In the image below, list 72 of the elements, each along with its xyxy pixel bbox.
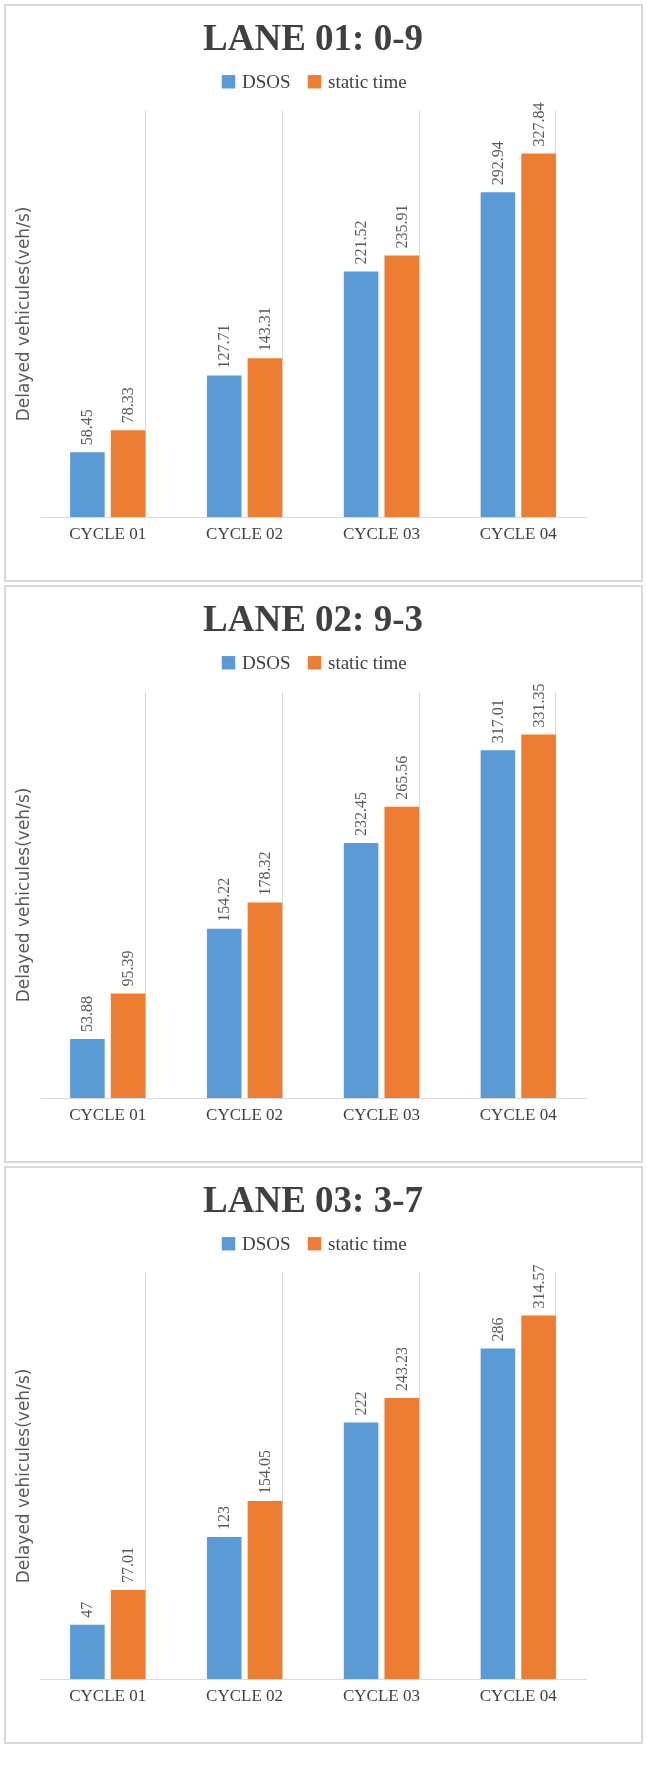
x-tick-label: CYCLE 02 [206, 1685, 284, 1705]
data-label: 265.56 [392, 755, 410, 800]
data-label: 127.71 [215, 324, 233, 369]
chart-title: LANE 03: 3-7 [203, 1179, 423, 1220]
bar [480, 192, 516, 517]
bar [343, 1422, 379, 1679]
bar [247, 1501, 283, 1679]
bar [343, 271, 379, 517]
y-axis-title: Delayed vehicules(veh/s) [12, 1368, 33, 1584]
x-tick-label: CYCLE 01 [69, 523, 147, 543]
bar [521, 1315, 556, 1679]
x-tick-label: CYCLE 04 [479, 1685, 558, 1705]
bar [384, 806, 420, 1098]
data-label: 143.31 [255, 307, 273, 352]
bar [343, 843, 379, 1098]
bar [247, 902, 283, 1098]
bar [384, 1398, 420, 1679]
bar [206, 928, 242, 1098]
legend-label: static time [328, 1232, 407, 1254]
x-tick-label: CYCLE 04 [479, 523, 558, 543]
bar [70, 1038, 105, 1098]
chart-title: LANE 02: 9-3 [203, 598, 423, 639]
bar [206, 1536, 242, 1679]
y-axis-title: Delayed vehicules(veh/s) [12, 206, 33, 422]
bar [206, 375, 242, 517]
x-tick-label: CYCLE 03 [342, 1685, 420, 1705]
data-label: 123 [215, 1505, 233, 1530]
data-label: 243.23 [392, 1347, 410, 1392]
data-label: 154.05 [255, 1450, 273, 1495]
bar [480, 1348, 516, 1679]
x-tick-label: CYCLE 02 [206, 523, 284, 543]
data-label: 314.57 [529, 1264, 547, 1309]
data-label: 47 [78, 1601, 96, 1618]
chart-title: LANE 01: 0-9 [203, 17, 423, 58]
legend-label: static time [328, 70, 407, 92]
bar [384, 255, 420, 517]
bar [521, 153, 556, 517]
x-tick-label: CYCLE 04 [479, 1104, 558, 1124]
bar [70, 452, 105, 517]
data-label: 154.22 [215, 877, 233, 922]
data-label: 53.88 [78, 995, 96, 1032]
x-tick-label: CYCLE 01 [69, 1104, 147, 1124]
data-label: 331.35 [529, 683, 547, 728]
data-label: 235.91 [392, 204, 410, 249]
y-axis-title: Delayed vehicules(veh/s) [12, 787, 33, 1003]
data-label: 317.01 [488, 699, 506, 744]
data-label: 58.45 [78, 409, 96, 446]
bar [521, 734, 556, 1098]
data-label: 178.32 [255, 851, 273, 896]
data-label: 78.33 [119, 387, 137, 424]
bar [247, 358, 283, 517]
legend-label: static time [328, 651, 407, 673]
x-tick-label: CYCLE 02 [206, 1104, 284, 1124]
data-label: 222 [352, 1391, 370, 1416]
data-label: 286 [488, 1317, 506, 1342]
bar [110, 993, 146, 1098]
x-tick-label: CYCLE 01 [69, 1685, 147, 1705]
x-tick-label: CYCLE 03 [342, 523, 420, 543]
legend-label: DSOS [242, 651, 291, 673]
data-label: 292.94 [488, 141, 506, 186]
data-label: 77.01 [119, 1547, 137, 1584]
bar [70, 1624, 105, 1679]
data-label: 327.84 [529, 102, 547, 147]
bar [110, 430, 146, 517]
bar [110, 1590, 146, 1679]
x-tick-label: CYCLE 03 [342, 1104, 420, 1124]
bar [480, 750, 516, 1098]
legend-label: DSOS [242, 70, 291, 92]
data-label: 221.52 [352, 220, 370, 265]
data-label: 232.45 [352, 792, 370, 837]
legend-label: DSOS [242, 1232, 291, 1254]
data-label: 95.39 [119, 950, 137, 987]
